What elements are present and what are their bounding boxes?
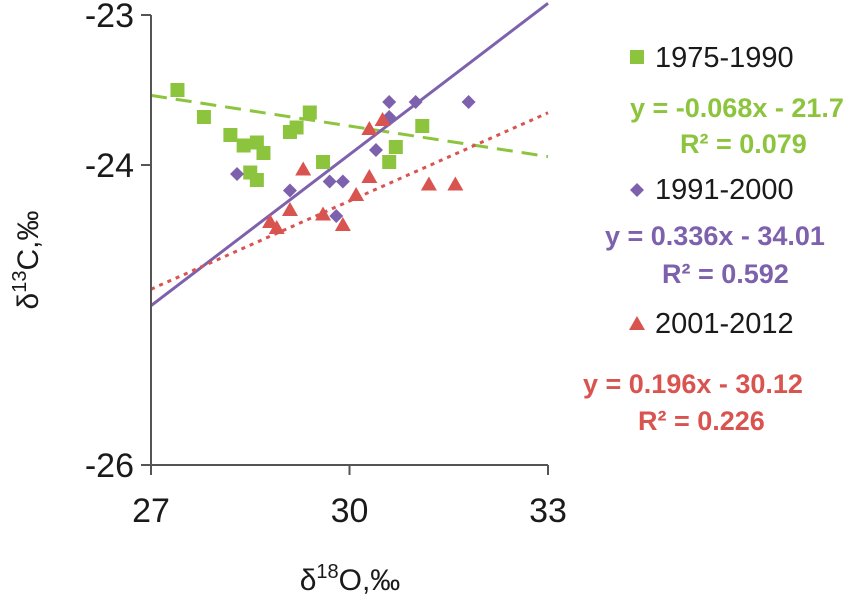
- legend-label-2001-2012: 2001-2012: [655, 308, 794, 340]
- data-point-1991-2000: [322, 174, 337, 189]
- data-point-1991-2000: [382, 95, 397, 109]
- trend-equation-1991-2000: y = 0.336x - 34.01: [605, 221, 825, 251]
- data-point-2001-2012: [262, 214, 279, 228]
- data-point-1991-2000: [329, 209, 344, 223]
- data-point-2001-2012: [361, 121, 378, 135]
- y-tick-label: -24: [85, 147, 134, 185]
- data-point-2001-2012: [281, 202, 298, 216]
- data-point-2001-2012: [315, 206, 332, 221]
- data-point-1975-1990: [223, 128, 238, 142]
- trend-r2-2001-2012: R² = 0.226: [638, 406, 765, 436]
- trend-equation-2001-2012: y = 0.196x - 30.12: [583, 369, 803, 399]
- data-point-1975-1990: [289, 120, 304, 135]
- x-tick-label: 30: [331, 492, 369, 530]
- x-tick-label: 27: [132, 492, 170, 530]
- legend-marker-diamond: [630, 183, 644, 197]
- data-point-2001-2012: [361, 169, 378, 183]
- data-point-1975-1990: [196, 110, 211, 124]
- data-point-2001-2012: [420, 176, 437, 191]
- data-point-1975-1990: [256, 146, 271, 160]
- y-tick-label: -26: [85, 447, 134, 485]
- data-point-1975-1990: [249, 173, 264, 187]
- legend-marker-square: [630, 50, 644, 64]
- data-point-1991-2000: [230, 167, 245, 181]
- data-point-1975-1990: [302, 105, 317, 120]
- data-point-1991-2000: [408, 95, 423, 109]
- plot-area: [150, 2, 549, 307]
- trend-equation-1975-1990: y = -0.068x - 21.7: [630, 93, 844, 123]
- y-axis-title: δ13C,‰: [9, 211, 45, 310]
- legend-label-1991-2000: 1991-2000: [655, 174, 794, 206]
- x-tick-label: 33: [529, 492, 567, 530]
- data-point-1975-1990: [382, 155, 397, 169]
- data-point-1991-2000: [282, 183, 297, 198]
- data-point-2001-2012: [447, 176, 464, 191]
- data-point-2001-2012: [268, 220, 285, 234]
- data-point-1975-1990: [415, 119, 430, 133]
- axis-ticks: 27 30 33 -23 -24 -26: [85, 0, 567, 530]
- legend: 1975-1990 y = -0.068x - 21.7 R² = 0.079 …: [583, 42, 844, 436]
- legend-marker-triangle: [629, 316, 645, 330]
- legend-label-1975-1990: 1975-1990: [655, 42, 794, 74]
- data-point-2001-2012: [334, 217, 351, 231]
- data-point-1991-2000: [461, 95, 476, 109]
- data-point-1991-2000: [335, 174, 350, 189]
- trendline-1991-2000: [150, 2, 549, 307]
- trend-r2-1975-1990: R² = 0.079: [680, 129, 807, 159]
- data-point-2001-2012: [348, 187, 365, 201]
- data-point-2001-2012: [295, 161, 312, 176]
- data-point-1975-1990: [170, 83, 185, 97]
- trend-r2-1991-2000: R² = 0.592: [662, 259, 789, 289]
- data-point-1975-1990: [388, 140, 403, 154]
- x-axis-title: δ18O,‰: [300, 561, 401, 597]
- data-point-1991-2000: [368, 143, 383, 157]
- data-point-1975-1990: [316, 155, 331, 169]
- data-point-1975-1990: [236, 138, 251, 153]
- y-tick-label: -23: [85, 0, 134, 35]
- trendline-1975-1990: [150, 93, 549, 159]
- data-point-2001-2012: [374, 112, 391, 126]
